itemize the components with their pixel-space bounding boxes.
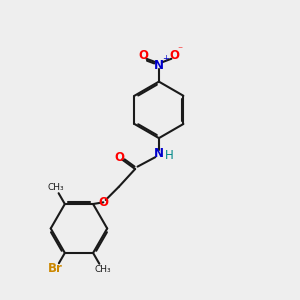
Text: ⁻: ⁻ — [178, 45, 183, 56]
Text: CH₃: CH₃ — [47, 183, 64, 192]
Text: O: O — [169, 49, 179, 62]
Text: +: + — [162, 54, 169, 63]
Text: Br: Br — [48, 262, 63, 275]
Text: H: H — [165, 148, 174, 162]
Text: CH₃: CH₃ — [94, 265, 111, 274]
Text: O: O — [115, 151, 125, 164]
Text: O: O — [139, 49, 148, 62]
Text: O: O — [98, 196, 108, 209]
Text: N: N — [154, 147, 164, 160]
Text: N: N — [154, 59, 164, 72]
